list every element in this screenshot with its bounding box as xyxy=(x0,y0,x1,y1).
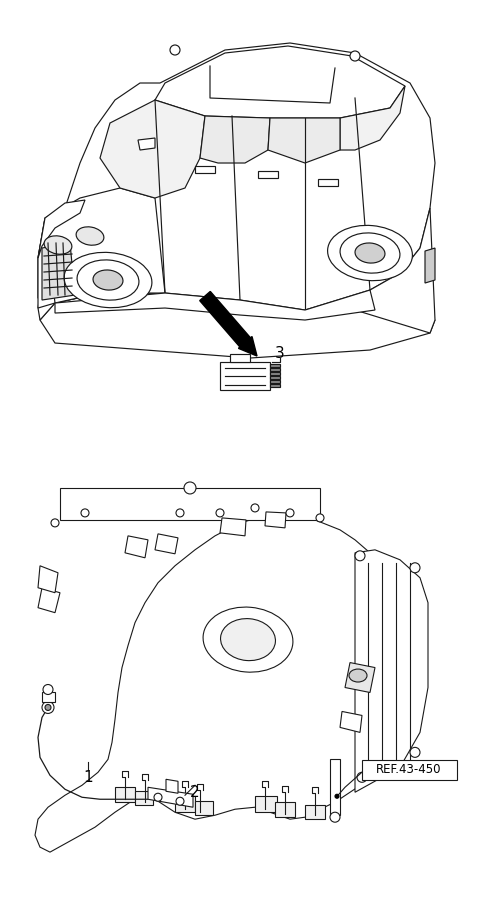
Polygon shape xyxy=(305,805,325,819)
Polygon shape xyxy=(265,512,286,528)
Circle shape xyxy=(42,701,54,714)
FancyArrow shape xyxy=(200,291,257,356)
Polygon shape xyxy=(42,693,55,702)
Circle shape xyxy=(43,685,53,695)
Circle shape xyxy=(51,519,59,527)
Polygon shape xyxy=(135,791,153,805)
Polygon shape xyxy=(40,293,435,358)
Circle shape xyxy=(350,51,360,61)
Ellipse shape xyxy=(349,669,367,682)
Text: 2: 2 xyxy=(190,785,200,800)
Polygon shape xyxy=(270,376,280,379)
Circle shape xyxy=(154,794,162,801)
Circle shape xyxy=(410,747,420,757)
Polygon shape xyxy=(55,290,375,320)
Circle shape xyxy=(176,797,184,805)
Polygon shape xyxy=(166,779,178,794)
Text: 1: 1 xyxy=(83,770,93,785)
Polygon shape xyxy=(270,364,280,367)
Polygon shape xyxy=(270,372,280,375)
Polygon shape xyxy=(38,200,85,258)
Ellipse shape xyxy=(64,252,152,307)
Polygon shape xyxy=(38,588,60,613)
Circle shape xyxy=(184,482,196,494)
Circle shape xyxy=(286,509,294,517)
Circle shape xyxy=(170,45,180,55)
Circle shape xyxy=(316,514,324,522)
Ellipse shape xyxy=(93,270,123,290)
Polygon shape xyxy=(115,787,135,802)
Polygon shape xyxy=(230,354,250,362)
Polygon shape xyxy=(125,536,148,558)
Polygon shape xyxy=(318,179,338,186)
Circle shape xyxy=(357,773,367,782)
Polygon shape xyxy=(200,116,270,163)
Polygon shape xyxy=(38,188,165,303)
Polygon shape xyxy=(425,248,435,283)
Circle shape xyxy=(355,551,365,561)
Polygon shape xyxy=(330,759,340,815)
Text: 3: 3 xyxy=(275,346,285,360)
Circle shape xyxy=(410,562,420,573)
Polygon shape xyxy=(155,534,178,554)
Circle shape xyxy=(335,795,339,798)
Ellipse shape xyxy=(340,233,400,273)
Ellipse shape xyxy=(76,227,104,245)
Ellipse shape xyxy=(77,260,139,300)
FancyBboxPatch shape xyxy=(362,760,457,780)
Polygon shape xyxy=(220,362,270,390)
Text: REF.43-450: REF.43-450 xyxy=(376,763,442,775)
Polygon shape xyxy=(220,518,246,536)
Polygon shape xyxy=(270,384,280,387)
Circle shape xyxy=(176,509,184,517)
Ellipse shape xyxy=(220,619,276,660)
Polygon shape xyxy=(138,138,155,150)
Polygon shape xyxy=(148,787,193,807)
Polygon shape xyxy=(345,662,375,693)
Polygon shape xyxy=(255,796,277,813)
Ellipse shape xyxy=(44,236,72,254)
Circle shape xyxy=(251,504,259,512)
Polygon shape xyxy=(38,566,58,593)
Ellipse shape xyxy=(203,607,293,672)
Ellipse shape xyxy=(355,243,385,263)
Polygon shape xyxy=(340,711,362,733)
Polygon shape xyxy=(340,86,405,150)
Circle shape xyxy=(330,813,340,822)
Polygon shape xyxy=(35,515,408,853)
Polygon shape xyxy=(355,550,428,793)
Circle shape xyxy=(45,705,51,710)
Polygon shape xyxy=(258,171,278,178)
Circle shape xyxy=(81,509,89,517)
Polygon shape xyxy=(175,796,195,813)
Polygon shape xyxy=(270,380,280,383)
Polygon shape xyxy=(100,100,205,198)
Polygon shape xyxy=(60,488,320,520)
Polygon shape xyxy=(270,368,280,371)
Polygon shape xyxy=(355,208,435,333)
Ellipse shape xyxy=(327,225,412,280)
Polygon shape xyxy=(268,118,340,163)
Polygon shape xyxy=(155,46,405,118)
Polygon shape xyxy=(42,243,75,300)
Polygon shape xyxy=(275,802,295,817)
Polygon shape xyxy=(38,218,55,308)
Circle shape xyxy=(216,509,224,517)
Polygon shape xyxy=(195,801,213,815)
Polygon shape xyxy=(195,166,215,173)
Polygon shape xyxy=(38,43,435,320)
